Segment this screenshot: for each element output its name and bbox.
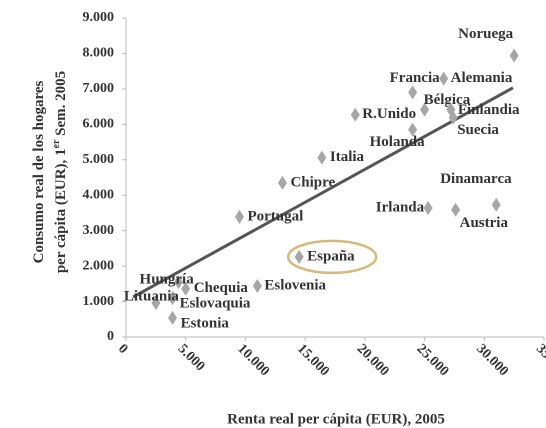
- trend-line: [132, 86, 514, 299]
- y-tick-label: 3.000: [83, 223, 115, 238]
- y-tick-label: 4.000: [83, 187, 115, 202]
- y-axis-title-line: per cápita (EUR), 1: [53, 148, 69, 273]
- y-tick-label: 7.000: [83, 81, 115, 96]
- point: [423, 200, 433, 215]
- point: [408, 85, 418, 100]
- point-label: Hungría: [140, 271, 195, 287]
- x-tick-label: 5.000: [175, 341, 208, 374]
- y-tick-label: 5.000: [83, 152, 115, 167]
- point-label: Francia: [390, 70, 440, 86]
- point-label: Holanda: [370, 134, 426, 150]
- point: [294, 249, 304, 264]
- point: [181, 281, 191, 296]
- point-label: Suecia: [457, 122, 499, 138]
- y-tick-label: 1.000: [83, 294, 115, 309]
- y-axis-title: per cápita (EUR), 1er Sem. 2005: [51, 71, 69, 273]
- y-axis-title-sup: er: [51, 139, 62, 148]
- point: [509, 48, 519, 63]
- y-tick-label: 0: [107, 329, 114, 344]
- point: [277, 175, 287, 190]
- point-label: Estonia: [181, 315, 230, 331]
- y-tick-label: 6.000: [83, 117, 115, 132]
- point: [151, 295, 161, 310]
- y-tick-label: 2.000: [83, 258, 115, 273]
- x-tick-label: 25.000: [413, 341, 451, 379]
- point-label: Finlandia: [458, 102, 520, 118]
- point: [234, 209, 244, 224]
- point: [451, 202, 461, 217]
- y-axis-title-line: Consumo real de los hogares: [31, 80, 47, 263]
- y-axis-title: Consumo real de los hogares: [31, 80, 47, 263]
- x-axis-title: Renta real per cápita (EUR), 2005: [227, 411, 445, 427]
- point-label: Alemania: [451, 70, 513, 86]
- point-label: Portugal: [247, 208, 303, 224]
- point-label: Lituania: [124, 288, 180, 304]
- point: [350, 107, 360, 122]
- point-label: Italia: [330, 149, 365, 165]
- y-tick-label: 8.000: [83, 46, 115, 61]
- point-label: R.Unido: [362, 106, 416, 122]
- point: [491, 197, 501, 212]
- highlight-ellipse: [286, 239, 378, 275]
- y-axis-title-line: Sem. 2005: [53, 71, 69, 140]
- point-label: Dinamarca: [440, 171, 512, 187]
- point: [252, 278, 262, 293]
- y-tick-label: 9.000: [83, 10, 115, 25]
- point: [448, 110, 458, 125]
- x-tick-label: 10.000: [234, 341, 272, 379]
- point: [439, 71, 449, 86]
- point: [317, 150, 327, 165]
- point: [174, 275, 184, 290]
- point-label: Chipre: [290, 174, 335, 190]
- point: [168, 291, 178, 306]
- point-label: Eslovaquia: [180, 295, 251, 311]
- point-label: Austria: [460, 215, 509, 231]
- x-tick-label: 15.000: [294, 341, 332, 379]
- point-label: Chequia: [194, 280, 249, 296]
- point: [168, 310, 178, 325]
- point: [408, 122, 418, 137]
- point-label: Bélgica: [424, 92, 471, 108]
- point-label: Irlanda: [376, 199, 425, 215]
- point-label: Noruega: [458, 26, 513, 42]
- point: [420, 102, 430, 117]
- x-tick-label: 20.000: [354, 341, 392, 379]
- point-label: Eslovenia: [264, 277, 326, 293]
- x-tick-label: 30.000: [473, 341, 511, 379]
- x-tick-label: 35.000: [533, 341, 546, 379]
- point-label: España: [307, 248, 355, 264]
- x-tick-label: 0: [115, 341, 131, 357]
